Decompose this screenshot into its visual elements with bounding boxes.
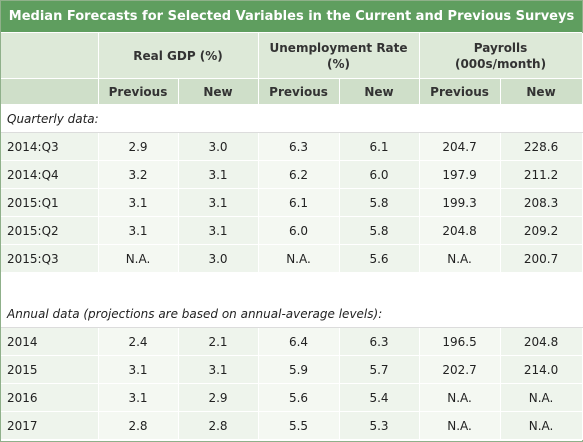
value-cell: 3.1 <box>98 355 179 384</box>
value-cell: 2.8 <box>98 411 179 440</box>
value-cell: 2.4 <box>98 327 179 356</box>
group-header-payrolls: Payrolls (000s/month) <box>419 33 583 79</box>
value-cell: 5.8 <box>339 188 420 217</box>
period-label: 2014:Q3 <box>1 132 99 161</box>
table-row: 2014 2.4 2.1 6.4 6.3 196.5 204.8 <box>1 327 583 356</box>
value-cell: 3.1 <box>98 383 179 412</box>
group-header-unemployment: Unemployment Rate (%) <box>258 33 420 79</box>
value-cell: 3.2 <box>98 160 179 189</box>
value-cell: 5.3 <box>339 411 420 440</box>
value-cell: 208.3 <box>500 188 583 217</box>
corner-cell <box>1 33 99 79</box>
table-row: 2016 3.1 2.9 5.6 5.4 N.A. N.A. <box>1 383 583 412</box>
group-label-line2: (000s/month) <box>454 56 547 71</box>
period-label: 2015:Q3 <box>1 244 99 273</box>
value-cell: N.A. <box>500 411 583 440</box>
section-spacer <box>1 272 583 300</box>
value-cell: 228.6 <box>500 132 583 161</box>
value-cell: 5.6 <box>258 383 340 412</box>
subheader-row: Previous New Previous New Previous New <box>1 78 583 105</box>
group-label-line1: Unemployment Rate <box>269 40 408 55</box>
corner-cell <box>1 78 99 105</box>
period-label: 2015 <box>1 355 99 384</box>
table-title: Median Forecasts for Selected Variables … <box>1 1 582 33</box>
value-cell: 214.0 <box>500 355 583 384</box>
value-cell: 5.4 <box>339 383 420 412</box>
period-label: 2016 <box>1 383 99 412</box>
value-cell: 199.3 <box>419 188 501 217</box>
value-cell: 3.1 <box>98 216 179 245</box>
value-cell: 202.7 <box>419 355 501 384</box>
value-cell: 204.7 <box>419 132 501 161</box>
subheader-previous: Previous <box>258 78 340 105</box>
value-cell: 5.8 <box>339 216 420 245</box>
value-cell: 6.2 <box>258 160 340 189</box>
subheader-previous: Previous <box>419 78 501 105</box>
value-cell: 6.1 <box>258 188 340 217</box>
subheader-new: New <box>500 78 583 105</box>
value-cell: 5.9 <box>258 355 340 384</box>
value-cell: N.A. <box>98 244 179 273</box>
value-cell: 5.6 <box>339 244 420 273</box>
value-cell: 196.5 <box>419 327 501 356</box>
value-cell: N.A. <box>419 383 501 412</box>
value-cell: 6.4 <box>258 327 340 356</box>
value-cell: 197.9 <box>419 160 501 189</box>
section-label: Annual data (projections are based on an… <box>1 299 583 328</box>
value-cell: 6.0 <box>258 216 340 245</box>
period-label: 2015:Q2 <box>1 216 99 245</box>
value-cell: 2.8 <box>178 411 259 440</box>
value-cell: N.A. <box>258 244 340 273</box>
subheader-previous: Previous <box>98 78 179 105</box>
value-cell: 3.1 <box>178 188 259 217</box>
value-cell: N.A. <box>419 244 501 273</box>
spacer-cell <box>1 272 583 300</box>
subheader-new: New <box>339 78 420 105</box>
group-label-line2: (%) <box>327 56 351 71</box>
section-label: Quarterly data: <box>1 104 583 133</box>
value-cell: 3.0 <box>178 132 259 161</box>
value-cell: 3.1 <box>178 160 259 189</box>
value-cell: 6.3 <box>258 132 340 161</box>
table-row: 2015:Q1 3.1 3.1 6.1 5.8 199.3 208.3 <box>1 188 583 217</box>
value-cell: 5.7 <box>339 355 420 384</box>
table-row: 2014:Q4 3.2 3.1 6.2 6.0 197.9 211.2 <box>1 160 583 189</box>
table-row: 2015 3.1 3.1 5.9 5.7 202.7 214.0 <box>1 355 583 384</box>
value-cell: N.A. <box>500 383 583 412</box>
value-cell: 2.1 <box>178 327 259 356</box>
period-label: 2014:Q4 <box>1 160 99 189</box>
value-cell: 209.2 <box>500 216 583 245</box>
value-cell: 211.2 <box>500 160 583 189</box>
group-header-row: Real GDP (%) Unemployment Rate (%) Payro… <box>1 33 583 79</box>
value-cell: 3.1 <box>178 216 259 245</box>
value-cell: 200.7 <box>500 244 583 273</box>
section-header-quarterly: Quarterly data: <box>1 104 583 133</box>
value-cell: 2.9 <box>98 132 179 161</box>
value-cell: 204.8 <box>419 216 501 245</box>
group-label-line1: Real GDP (%) <box>133 48 223 63</box>
value-cell: 6.0 <box>339 160 420 189</box>
table-row: 2015:Q2 3.1 3.1 6.0 5.8 204.8 209.2 <box>1 216 583 245</box>
value-cell: 5.5 <box>258 411 340 440</box>
period-label: 2017 <box>1 411 99 440</box>
value-cell: 3.1 <box>178 355 259 384</box>
period-label: 2014 <box>1 327 99 356</box>
value-cell: 3.1 <box>98 188 179 217</box>
table-row: 2017 2.8 2.8 5.5 5.3 N.A. N.A. <box>1 411 583 440</box>
value-cell: 2.9 <box>178 383 259 412</box>
table-row: 2015:Q3 N.A. 3.0 N.A. 5.6 N.A. 200.7 <box>1 244 583 273</box>
forecast-table: Real GDP (%) Unemployment Rate (%) Payro… <box>1 33 583 440</box>
table-row: 2014:Q3 2.9 3.0 6.3 6.1 204.7 228.6 <box>1 132 583 161</box>
value-cell: 3.0 <box>178 244 259 273</box>
value-cell: 6.3 <box>339 327 420 356</box>
section-header-annual: Annual data (projections are based on an… <box>1 299 583 328</box>
subheader-new: New <box>178 78 259 105</box>
value-cell: 6.1 <box>339 132 420 161</box>
value-cell: N.A. <box>419 411 501 440</box>
period-label: 2015:Q1 <box>1 188 99 217</box>
value-cell: 204.8 <box>500 327 583 356</box>
group-header-gdp: Real GDP (%) <box>98 33 259 79</box>
group-label-line1: Payrolls <box>473 40 528 55</box>
